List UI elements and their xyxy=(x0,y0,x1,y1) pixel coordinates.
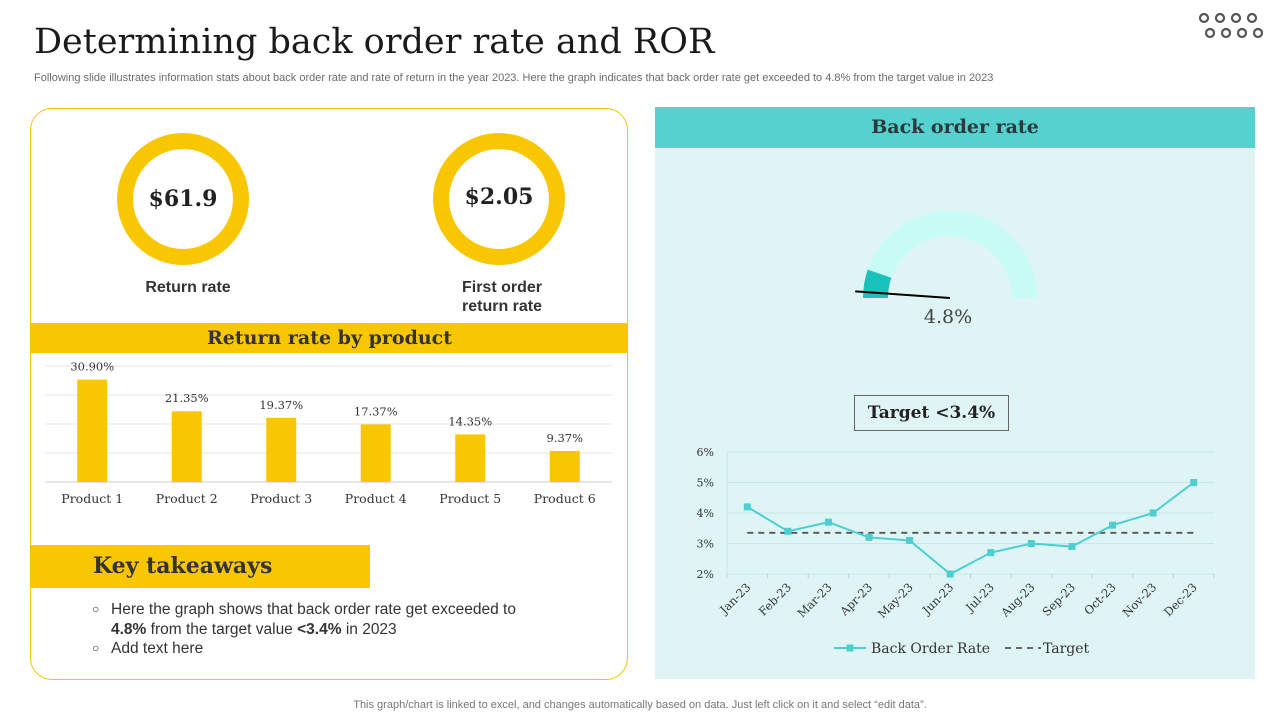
x-tick-label: Feb-23 xyxy=(756,580,794,618)
target-label-box: Target <3.4% xyxy=(854,395,1009,431)
back-order-rate-point xyxy=(906,536,914,544)
return-rate-value: $61.9 xyxy=(148,186,218,212)
takeaway-1-post: in 2023 xyxy=(341,620,397,638)
x-tick-label: Aug-23 xyxy=(997,580,1037,620)
return-rate-bar-chart: 30.90% Product 1 21.35% Product 2 19.37% Prod… xyxy=(45,360,612,506)
bar-3 xyxy=(266,417,297,482)
return-rate-by-product-title: Return rate by product xyxy=(31,323,628,353)
gauge-fill xyxy=(863,269,892,298)
x-tick-label: Apr-23 xyxy=(836,580,875,619)
x-tick-label: May-23 xyxy=(875,580,916,621)
x-tick-label: Jul-23 xyxy=(962,580,997,615)
takeaway-item-2: Add text here xyxy=(92,639,592,659)
back-order-rate-title: Back order rate xyxy=(655,107,1255,148)
x-tick-label: Oct-23 xyxy=(1081,580,1118,617)
x-tick-label: Mar-23 xyxy=(795,580,835,620)
return-rate-label: Return rate xyxy=(145,279,231,296)
bar-value-label: 17.37% xyxy=(354,404,398,418)
back-order-line-chart: 2% 3% 4% 5% 6% Jan-23 Feb-23 Mar-23 Apr-23 May-23… xyxy=(697,446,1215,657)
x-tick-label: Dec-23 xyxy=(1161,580,1200,619)
takeaway-1-text: Here the graph shows that back order rat… xyxy=(111,601,516,618)
y-tick-label: 6% xyxy=(697,446,714,459)
bar-value-label: 21.35% xyxy=(165,391,209,405)
legend-back-order-label: Back Order Rate xyxy=(871,641,990,657)
back-order-rate-point xyxy=(1109,521,1117,529)
gauge-needle xyxy=(855,290,951,299)
first-order-return-value: $2.05 xyxy=(464,184,534,210)
key-takeaways-list: Here the graph shows that back order rat… xyxy=(92,600,592,659)
back-order-rate-line xyxy=(746,481,1195,576)
bar-category-label: Product 3 xyxy=(250,491,312,506)
back-order-rate-point xyxy=(1190,479,1198,486)
takeaway-1-bold-target: <3.4% xyxy=(297,620,342,638)
back-order-rate-point xyxy=(987,549,995,557)
bar-value-label: 19.37% xyxy=(259,398,303,412)
bar-2 xyxy=(171,411,202,482)
bar-4 xyxy=(360,424,391,482)
takeaway-1-bold-value: 4.8% xyxy=(111,620,147,638)
back-order-rate-point xyxy=(1027,540,1035,547)
y-tick-label: 2% xyxy=(697,568,714,581)
back-order-rate-point xyxy=(743,503,751,511)
bar-category-label: Product 2 xyxy=(156,491,218,506)
gauge-value: 4.8% xyxy=(923,306,973,328)
x-tick-label: Jun-23 xyxy=(919,580,956,617)
bar-category-label: Product 1 xyxy=(61,491,123,506)
legend-target-label: Target xyxy=(1043,641,1090,657)
bar-category-label: Product 6 xyxy=(534,491,596,506)
bar-1 xyxy=(77,379,108,482)
back-order-rate-point xyxy=(784,527,792,535)
bar-category-label: Product 5 xyxy=(439,491,501,506)
page-subtitle: Following slide illustrates information … xyxy=(34,72,994,84)
takeaway-item-1: Here the graph shows that back order rat… xyxy=(92,600,592,639)
return-rate-ring xyxy=(117,133,249,265)
bar-category-label: Product 4 xyxy=(345,491,407,506)
key-takeaways-title: Key takeaways xyxy=(31,545,370,588)
bar-value-label: 9.37% xyxy=(546,431,583,445)
back-order-rate-point xyxy=(865,533,873,541)
back-order-gauge xyxy=(855,211,1037,299)
x-tick-label: Nov-23 xyxy=(1120,580,1160,620)
bar-value-label: 30.90% xyxy=(70,360,114,374)
first-order-return-label: First order return rate xyxy=(461,279,543,315)
page-title: Determining back order rate and ROR xyxy=(34,22,715,62)
y-tick-label: 4% xyxy=(697,507,714,520)
takeaway-1-mid: from the target value xyxy=(146,620,298,638)
x-tick-label: Jan-23 xyxy=(716,580,753,617)
back-order-panel: Back order rate xyxy=(655,107,1255,679)
first-order-return-ring xyxy=(433,133,565,265)
back-order-rate-point xyxy=(1068,543,1076,551)
gauge-track xyxy=(867,211,1037,298)
dots-logo-icon xyxy=(1198,12,1264,39)
back-order-rate-point xyxy=(824,518,832,526)
bar-value-label: 14.35% xyxy=(448,414,492,428)
back-order-rate-point xyxy=(1149,509,1157,517)
bar-5 xyxy=(455,434,486,482)
y-tick-label: 3% xyxy=(697,538,714,551)
x-tick-label: Sep-23 xyxy=(1039,580,1078,619)
back-order-rate-point xyxy=(946,570,954,578)
y-tick-label: 5% xyxy=(697,477,714,490)
legend-back-order-marker xyxy=(846,644,854,652)
footer-note: This graph/chart is linked to excel, and… xyxy=(353,699,927,711)
bar-6 xyxy=(549,450,580,482)
